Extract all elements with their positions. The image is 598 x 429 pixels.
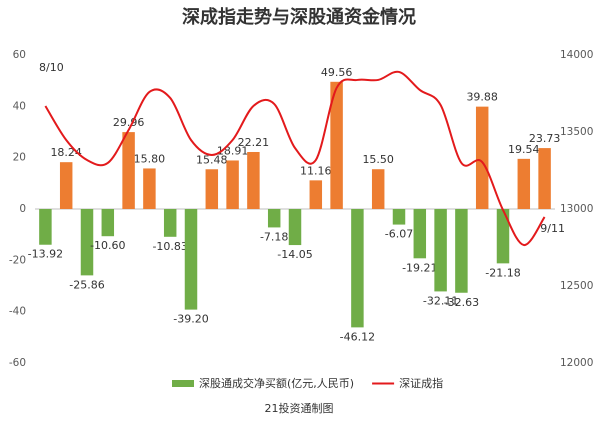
data-label: 19.54 — [508, 143, 540, 156]
data-label: 39.88 — [466, 91, 498, 104]
y2-tick-label: 13000 — [560, 203, 593, 215]
data-label: 49.56 — [321, 66, 353, 79]
y2-tick-label: 12500 — [560, 280, 593, 292]
bar — [475, 106, 489, 209]
bar — [143, 168, 156, 209]
y2-tick-label: 14000 — [560, 49, 593, 61]
y-tick-label: -20 — [9, 254, 26, 266]
data-label: -39.20 — [173, 313, 208, 326]
data-label: -10.83 — [152, 240, 187, 253]
bar — [288, 209, 302, 246]
y-tick-label: 0 — [19, 203, 26, 215]
legend-label: 深证成指 — [399, 376, 443, 390]
bar — [267, 209, 281, 228]
bar — [455, 209, 468, 293]
data-label: -7.18 — [260, 230, 288, 243]
data-label: 22.21 — [238, 136, 270, 149]
data-label: -13.92 — [28, 248, 63, 261]
x-point-label: 8/10 — [39, 61, 64, 74]
bar — [413, 209, 427, 259]
data-label: -14.05 — [277, 248, 312, 261]
y2-tick-label: 12000 — [560, 357, 593, 369]
y-tick-label: 40 — [13, 100, 26, 112]
data-label: -32.63 — [444, 296, 479, 309]
source-note: 21投资通制图 — [265, 401, 334, 415]
bar — [39, 209, 52, 245]
bar — [434, 209, 447, 292]
data-label: 15.80 — [134, 152, 166, 165]
y-tick-label: 60 — [13, 49, 26, 61]
data-label: 15.48 — [196, 153, 228, 166]
bar — [205, 169, 219, 209]
data-label: 29.96 — [113, 116, 145, 129]
bar — [392, 209, 406, 225]
bar — [226, 160, 239, 209]
bar — [517, 158, 531, 209]
y-tick-label: -60 — [9, 357, 26, 369]
bar — [184, 209, 198, 310]
bar — [101, 209, 115, 237]
bar — [80, 209, 94, 276]
data-label: 23.73 — [529, 132, 561, 145]
bar — [330, 81, 343, 209]
bar — [351, 209, 364, 328]
bar — [122, 132, 135, 209]
y-tick-label: 20 — [13, 152, 26, 164]
x-point-label: 9/11 — [540, 222, 565, 235]
data-label: 11.16 — [300, 164, 332, 177]
data-label: -32.11 — [423, 294, 458, 307]
data-label: 15.50 — [362, 153, 394, 166]
bar — [496, 209, 510, 264]
bar — [538, 148, 551, 209]
data-label: -6.07 — [385, 228, 413, 241]
data-label: -19.21 — [402, 261, 437, 274]
chart-title: 深成指走势与深股通资金情况 — [182, 6, 416, 28]
data-label: -10.60 — [90, 239, 125, 252]
legend-swatch — [172, 380, 194, 387]
bar — [163, 209, 177, 237]
data-label: -46.12 — [340, 330, 375, 343]
data-label: -21.18 — [485, 266, 520, 279]
bar — [247, 151, 260, 209]
bar — [371, 169, 385, 209]
legend-label: 深股通成交净买额(亿元,人民币) — [199, 376, 354, 390]
line — [44, 70, 546, 247]
y2-tick-label: 13500 — [560, 126, 593, 138]
bar — [59, 162, 73, 209]
data-label: -25.86 — [69, 278, 104, 291]
y-tick-label: -40 — [9, 306, 26, 318]
bar — [309, 180, 323, 209]
